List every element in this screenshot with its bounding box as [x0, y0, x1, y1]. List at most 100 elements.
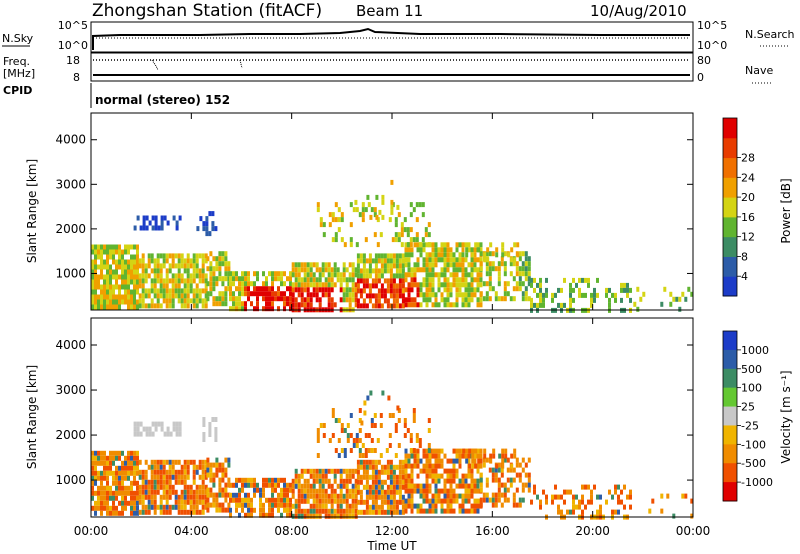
range-gate-cell — [265, 477, 268, 483]
range-gate-cell — [410, 473, 414, 479]
range-gate-cell — [354, 282, 358, 288]
range-gate-cell — [483, 448, 487, 454]
range-gate-cell — [103, 279, 106, 285]
range-gate-cell — [244, 291, 247, 297]
range-gate-cell — [280, 271, 283, 277]
range-gate-cell — [515, 457, 519, 463]
range-gate-cell — [449, 483, 453, 489]
range-gate-cell — [118, 450, 121, 456]
range-gate-cell — [183, 469, 187, 475]
range-gate-cell — [100, 450, 103, 456]
range-gate-cell — [183, 509, 187, 515]
range-gate-cell — [422, 448, 426, 454]
range-gate-cell — [291, 503, 295, 509]
range-gate-cell — [297, 302, 301, 308]
range-gate-cell — [491, 472, 495, 478]
range-gate-cell — [124, 244, 127, 250]
range-gate-cell — [374, 303, 378, 309]
range-gate-cell — [380, 489, 384, 495]
range-gate-cell — [115, 450, 118, 456]
range-gate-cell — [491, 467, 495, 473]
range-gate-cell — [354, 488, 358, 494]
range-gate-cell — [309, 292, 313, 298]
range-gate-cell — [461, 272, 465, 278]
range-gate-cell — [403, 217, 407, 223]
range-gate-cell — [162, 464, 166, 470]
range-gate-cell — [130, 304, 133, 310]
range-gate-cell — [144, 293, 148, 299]
range-gate-cell — [406, 232, 410, 238]
range-gate-cell — [389, 273, 393, 279]
range-gate-cell — [381, 390, 385, 396]
range-gate-cell — [424, 232, 428, 238]
range-gate-cell — [401, 504, 405, 510]
range-gate-cell — [115, 299, 118, 305]
range-gate-cell — [168, 288, 172, 294]
range-gate-cell — [530, 282, 533, 288]
range-gate-cell — [383, 263, 387, 269]
range-gate-cell — [177, 273, 181, 279]
range-gate-cell — [418, 443, 422, 448]
range-gate-cell — [434, 252, 438, 258]
range-gate-cell — [455, 277, 459, 283]
range-gate-cell — [283, 306, 286, 312]
range-gate-cell — [330, 468, 334, 474]
range-gate-cell — [253, 477, 256, 483]
colorbar-tick-label: -25 — [741, 419, 759, 432]
range-gate-cell — [403, 433, 407, 438]
range-gate-cell — [165, 253, 169, 259]
range-gate-cell — [461, 297, 465, 303]
range-gate-cell — [209, 276, 213, 282]
range-gate-cell — [497, 296, 501, 302]
range-gate-cell — [327, 287, 331, 293]
range-gate-cell — [437, 463, 441, 469]
range-gate-cell — [244, 301, 247, 307]
range-gate-cell — [434, 463, 438, 469]
range-gate-cell — [425, 297, 429, 303]
range-gate-cell — [473, 498, 477, 504]
range-gate-cell — [380, 253, 384, 259]
range-gate-cell — [497, 487, 501, 493]
range-gate-cell — [268, 291, 271, 297]
range-gate-cell — [124, 279, 127, 285]
range-gate-cell — [449, 468, 453, 474]
range-gate-cell — [470, 262, 474, 268]
range-gate-cell — [390, 179, 394, 185]
range-gate-cell — [342, 468, 346, 474]
range-gate-cell — [300, 302, 304, 308]
range-gate-cell — [133, 426, 137, 432]
range-gate-cell — [485, 457, 489, 463]
range-gate-cell — [409, 212, 413, 218]
range-gate-cell — [136, 500, 139, 506]
range-gate-cell — [386, 303, 390, 309]
range-gate-cell — [127, 264, 130, 270]
range-gate-cell — [371, 303, 375, 309]
range-gate-cell — [443, 267, 447, 273]
range-gate-cell — [215, 256, 219, 262]
range-gate-cell — [212, 477, 216, 483]
range-gate-cell — [309, 297, 313, 303]
range-gate-cell — [112, 470, 115, 476]
range-gate-cell — [401, 293, 405, 299]
range-gate-cell — [201, 504, 205, 510]
range-gate-cell — [470, 473, 474, 479]
range-gate-cell — [452, 508, 456, 514]
range-gate-cell — [265, 512, 268, 518]
range-gate-cell — [277, 286, 280, 292]
range-gate-cell — [626, 494, 629, 500]
range-gate-cell — [385, 448, 389, 453]
range-gate-cell — [306, 498, 310, 504]
range-gate-cell — [497, 497, 501, 503]
range-gate-cell — [339, 478, 343, 484]
range-gate-cell — [373, 413, 377, 418]
range-gate-cell — [428, 503, 432, 509]
range-gate-cell — [404, 483, 408, 489]
range-gate-cell — [407, 483, 411, 489]
range-gate-cell — [141, 268, 145, 274]
range-gate-cell — [321, 488, 325, 494]
range-gate-cell — [180, 298, 184, 304]
range-gate-cell — [133, 500, 136, 506]
range-gate-cell — [386, 504, 390, 510]
range-gate-cell — [300, 262, 304, 268]
range-gate-cell — [479, 282, 483, 288]
